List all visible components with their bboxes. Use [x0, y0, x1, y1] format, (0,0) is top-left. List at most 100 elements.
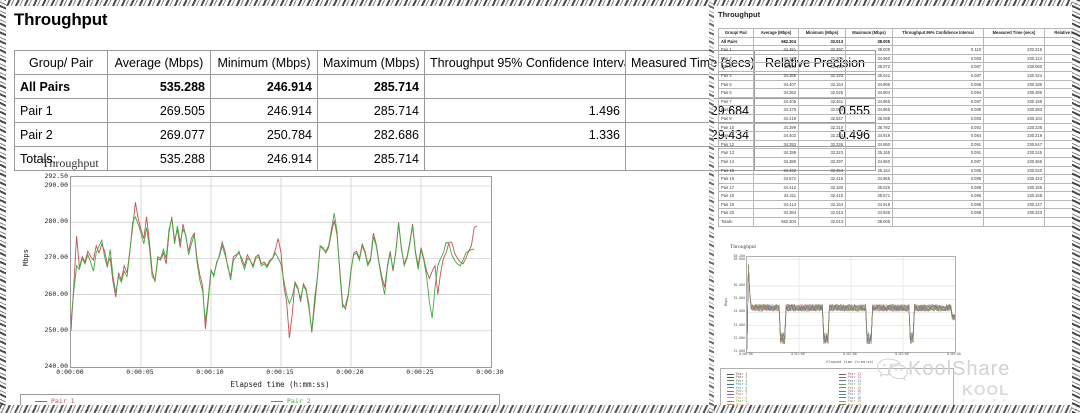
- table-cell: 0.274: [1044, 88, 1080, 98]
- legend-swatch: [727, 376, 734, 378]
- legend-swatch: [839, 376, 846, 378]
- column-header: Throughput 95% Confidence Interval: [892, 28, 984, 38]
- table-row: Pair 734.40532.46134.9650.087230.1980.25…: [718, 96, 1080, 107]
- x-tick-label: 0:00:25: [406, 368, 434, 376]
- table-cell: 230.060: [983, 62, 1045, 72]
- table-cell: 0.319: [1044, 45, 1080, 55]
- table-cell: 230.186: [983, 79, 1045, 90]
- x-tick-label: 0:03:00: [895, 352, 909, 356]
- column-header: Minimum (Mbps): [798, 28, 846, 38]
- table-cell: 34.426: [753, 62, 799, 72]
- table-cell: 0.085: [892, 165, 984, 176]
- table-cell: 230.198: [983, 96, 1045, 107]
- legend-swatch: [727, 387, 734, 389]
- column-header: Maximum (Mbps): [317, 50, 425, 75]
- table-cell: 34.432: [753, 165, 799, 176]
- detail-table: Group/ Pair Average (Mbps) Minimum (Mbps) M…: [718, 28, 1080, 227]
- table-cell: 32.180: [798, 182, 846, 193]
- legend-swatch: [271, 400, 283, 402]
- table-cell: 230.158: [983, 191, 1045, 201]
- table-cell: 32.064: [798, 105, 846, 115]
- table-cell: 0.248: [1044, 174, 1080, 184]
- table-cell: 230.343: [983, 208, 1045, 219]
- legend-item: Pair 15: [839, 386, 861, 390]
- legend-swatch: [727, 380, 734, 382]
- table-cell: 269.505: [107, 98, 211, 123]
- legend-item: Pair 2: [727, 375, 747, 379]
- table-cell: [1044, 36, 1080, 47]
- table-cell: 0.252: [1044, 96, 1080, 107]
- row-label: Pair 7: [718, 96, 754, 107]
- column-header: Maximum (Mbps): [845, 28, 893, 38]
- right-chart-plot-area: [746, 256, 956, 353]
- row-label: Pair 17: [718, 182, 754, 193]
- legend-label: Pair 1: [51, 397, 75, 405]
- row-label: Pair 2: [718, 53, 754, 64]
- legend-swatch: [839, 380, 846, 382]
- legend-swatch: [839, 393, 846, 395]
- table-cell: 38.005: [845, 36, 893, 47]
- table-cell: 0.083: [892, 53, 984, 64]
- table-cell: 535.288: [107, 146, 211, 171]
- legend-swatch: [727, 400, 734, 402]
- table-cell: 32.013: [798, 217, 846, 227]
- y-tick-label: 290.00: [44, 181, 68, 190]
- legend-label: Pair 3: [736, 378, 748, 383]
- table-row: Pair 334.42632.45435.0720.087230.0600.25…: [718, 62, 1080, 72]
- y-tick-label: 292.50: [44, 172, 68, 180]
- table-cell: 34.950: [845, 139, 893, 150]
- right-chart-y-ticks: 38.200 38.000 36.000 35.000 34.000 33.000 32.0…: [720, 254, 745, 353]
- x-tick-label: 0:02:00: [843, 352, 857, 356]
- table-cell: 0.243: [1044, 131, 1080, 141]
- table-row: Pair 1034.39932.31036.7820.092230.2380.2…: [718, 122, 1080, 133]
- chart-x-ticks: 0:00:00 0:00:05 0:00:10 0:00:15 0:00:20 0:00:…: [56, 368, 503, 380]
- legend-label: Pair 12: [848, 375, 862, 380]
- table-cell: 230.547: [983, 139, 1045, 150]
- table-cell: 682.304: [753, 217, 799, 227]
- x-tick-label: 0:04:00: [947, 352, 961, 356]
- table-row: Pair 1234.39332.33634.9500.091230.5470.2…: [718, 139, 1080, 150]
- row-label: Pair 3: [718, 62, 754, 72]
- table-cell: [983, 217, 1045, 227]
- legend-item: Pair 3: [727, 379, 747, 383]
- table-cell: [892, 217, 984, 227]
- table-cell: 35.571: [845, 191, 893, 201]
- table-cell: 34.919: [845, 199, 893, 210]
- column-header: Average (Mbps): [107, 50, 211, 75]
- table-cell: 230.020: [983, 165, 1045, 176]
- row-label: Pair 8: [718, 105, 754, 115]
- table-cell: 34.960: [845, 53, 893, 64]
- table-row: Pair 1934.41332.15434.9190.085230.1470.2…: [718, 199, 1080, 210]
- legend-item: Pair 13: [839, 379, 861, 383]
- table-row: Pair 1534.43232.45435.1540.085230.0200.2…: [718, 165, 1080, 176]
- row-label: Pair 5: [718, 79, 754, 90]
- table-cell: 34.380: [753, 156, 799, 167]
- legend-item: Pair 2: [271, 397, 310, 405]
- table-cell: 0.248: [1044, 191, 1080, 201]
- legend-label: Pair 15: [848, 385, 862, 390]
- legend-label: Pair 1: [736, 372, 748, 376]
- table-cell: 34.572: [753, 174, 799, 184]
- table-cell: 0.264: [1044, 148, 1080, 158]
- legend-label: Pair 8: [736, 395, 748, 400]
- table-cell: 246.914: [210, 98, 318, 123]
- column-header: Relative Precision: [1044, 28, 1080, 38]
- legend-swatch: [727, 383, 734, 385]
- legend-label: Pair 19: [848, 399, 862, 404]
- table-cell: 38.005: [845, 217, 893, 227]
- legend-item: Pair 6: [727, 389, 747, 393]
- table-cell: 0.241: [1044, 113, 1080, 124]
- table-cell: 34.919: [845, 131, 893, 141]
- table-cell: 34.412: [753, 182, 799, 193]
- table-cell: 32.323: [798, 131, 846, 141]
- detail-table-header-row: Group/ Pair Average (Mbps) Minimum (Mbps) M…: [718, 28, 1080, 38]
- table-cell: 34.419: [753, 113, 799, 124]
- table-cell: 35.042: [845, 70, 893, 81]
- legend-swatch: [727, 404, 734, 406]
- row-label: Pair 11: [718, 131, 754, 141]
- table-cell: 32.026: [798, 88, 846, 98]
- table-cell: 34.960: [845, 156, 893, 167]
- legend-item: Pair 14: [839, 382, 861, 386]
- chart-plot-area: [70, 176, 492, 368]
- table-cell: 34.965: [845, 174, 893, 184]
